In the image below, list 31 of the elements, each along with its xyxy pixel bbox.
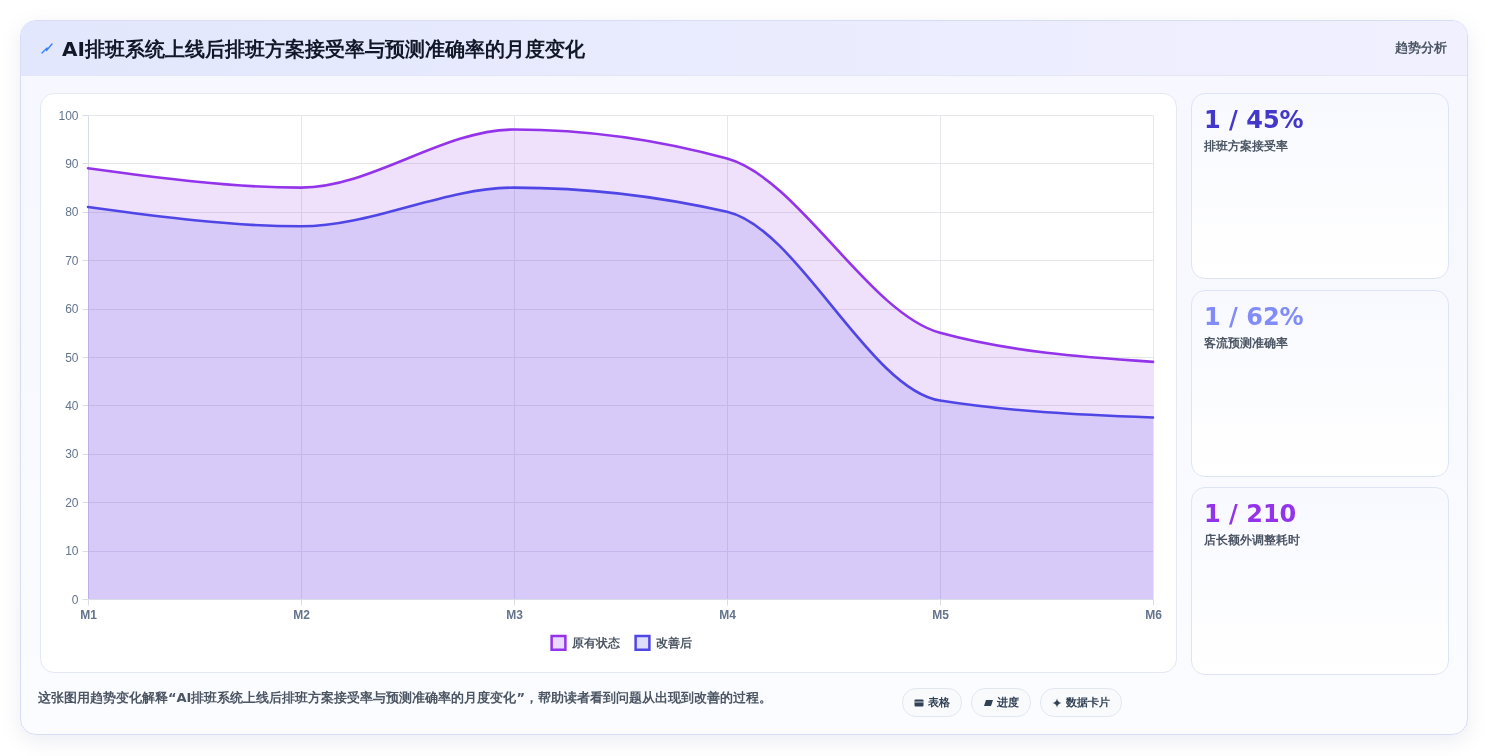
text: 进度 (997, 695, 1019, 710)
y-tick-label: 90 (65, 156, 79, 171)
y-tick-label: 80 (65, 205, 79, 220)
text: 这张图用趋势变化解释“AI排班系统上线后排班方案接受率与预测准确率的月度变化”，帮助读者看到问题从出现到改善的过程。 (38, 689, 772, 707)
y-tick-label: 70 (65, 253, 79, 268)
text: 1 / 45% (1204, 105, 1304, 136)
y-tick-label: 20 (65, 495, 79, 510)
y-tick-label: 50 (65, 350, 79, 365)
text: 店长额外调整耗时 (1204, 532, 1300, 548)
y-tick-label: 0 (71, 592, 79, 607)
x-tick-label: M4 (719, 607, 737, 622)
text: 客流预测准确率 (1204, 335, 1288, 351)
text: 1 / 210 (1204, 499, 1297, 530)
text: 排班方案接受率 (1204, 138, 1288, 154)
x-tick-label: M2 (293, 607, 311, 622)
y-tick-label: 30 (65, 447, 79, 462)
legend-label: 原有状态 (571, 635, 621, 650)
x-tick-label: M6 (1145, 607, 1163, 622)
text: 数据卡片 (1066, 695, 1110, 710)
legend-label: 改善后 (656, 635, 692, 650)
x-tick-label: M5 (932, 607, 950, 622)
chart-title: AI排班系统上线后排班方案接受率与预测准确率的月度变化 (62, 36, 585, 62)
x-tick-label: M1 (80, 607, 98, 622)
text: 趋势分析 (1395, 39, 1447, 57)
x-tick-label: M3 (506, 607, 524, 622)
y-tick-label: 100 (58, 108, 79, 123)
y-tick-label: 40 (65, 398, 79, 413)
y-tick-label: 10 (65, 544, 79, 559)
text: 表格 (928, 695, 950, 710)
y-tick-label: 60 (65, 302, 79, 317)
text: 1 / 62% (1204, 302, 1304, 333)
